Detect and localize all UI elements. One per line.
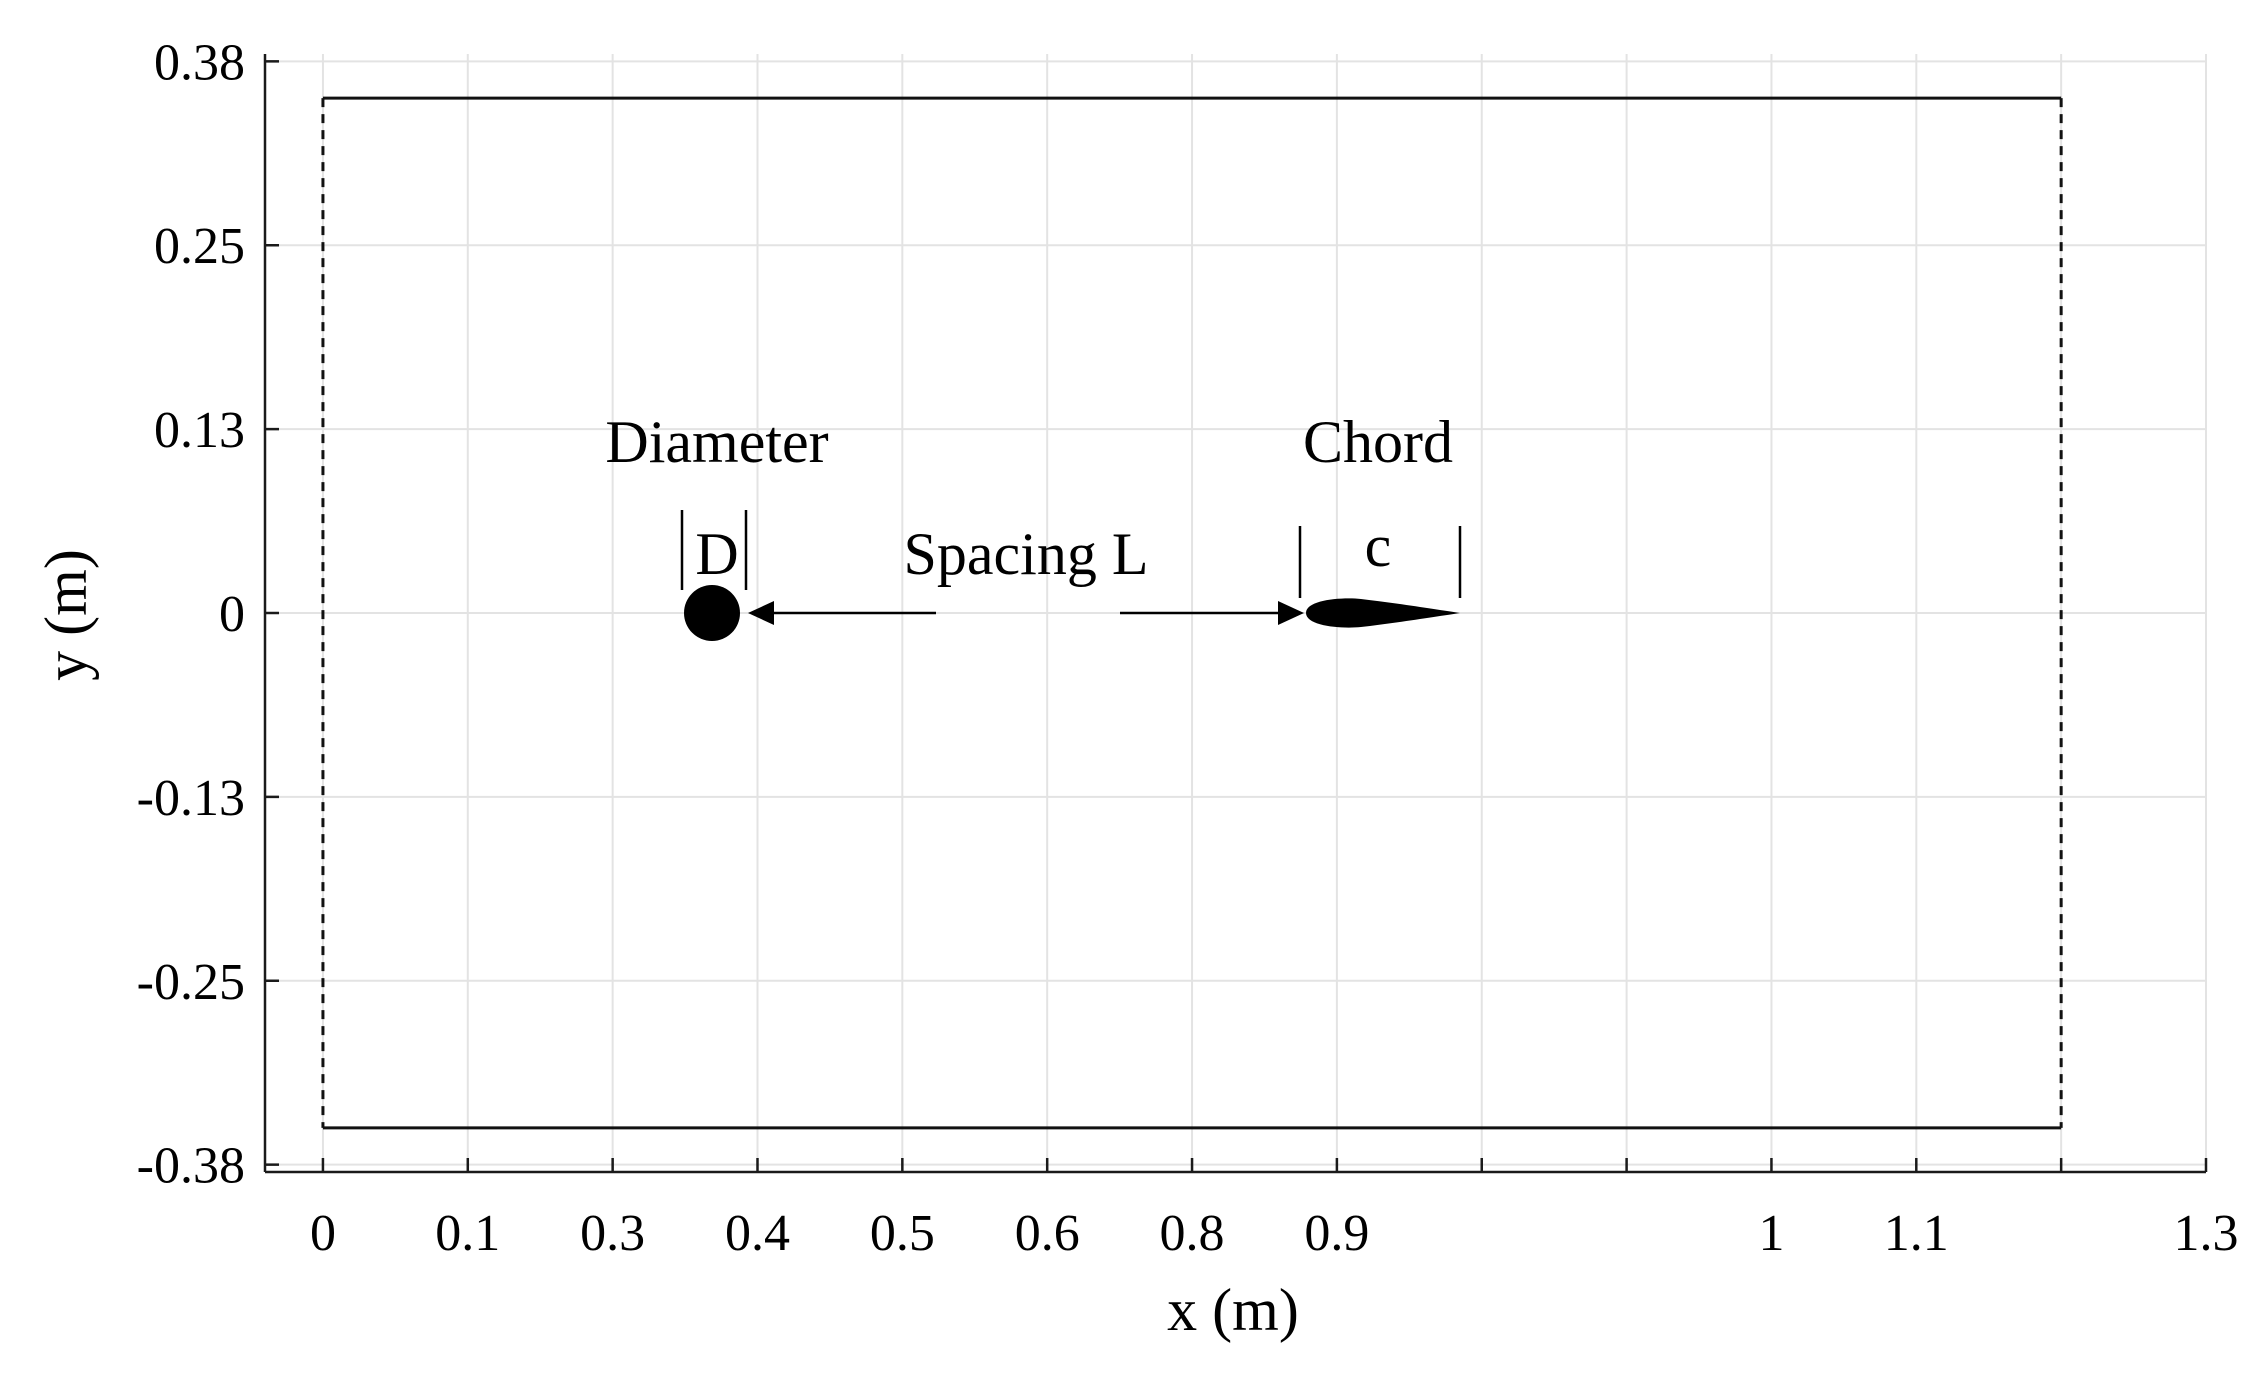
y-tick-label: 0.25: [154, 218, 245, 275]
y-tick-label: -0.13: [137, 770, 245, 827]
x-tick-label: 0.1: [435, 1205, 500, 1262]
tick-marks: [265, 60, 2208, 1172]
y-tick-label: 0: [219, 586, 245, 643]
x-tick-label: 0.6: [1015, 1205, 1080, 1262]
spacing-arrow-left-head: [748, 601, 774, 625]
diameter-label: Diameter: [605, 409, 828, 475]
x-tick-label: 0.4: [725, 1205, 790, 1262]
chord-label: Chord: [1303, 409, 1453, 475]
y-tick-label: 0.13: [154, 402, 245, 459]
airfoil: [1306, 598, 1460, 628]
y-axis-label: y (m): [33, 549, 99, 681]
tick-labels: 0 0.1 0.3 0.4 0.5 0.6 0.8 0.9 1 1.1 1.3 0.38 0.25 0.1…: [137, 34, 2239, 1262]
x-tick-label: 1: [1758, 1205, 1784, 1262]
c-label: c: [1365, 513, 1392, 579]
bodies: [680, 510, 1462, 641]
x-tick-label: 0: [310, 1205, 336, 1262]
x-tick-label: 0.3: [580, 1205, 645, 1262]
y-tick-label: -0.25: [137, 954, 245, 1011]
y-tick-label: 0.38: [154, 34, 245, 91]
spacing-arrow-right-head: [1278, 601, 1304, 625]
spacing-label: Spacing L: [904, 521, 1149, 587]
x-axis-label: x (m): [1167, 1277, 1299, 1343]
annotations: Diameter D Spacing L Chord c: [605, 409, 1453, 587]
x-tick-label: 1.1: [1884, 1205, 1949, 1262]
x-tick-label: 0.5: [870, 1205, 935, 1262]
computational-domain: [321, 96, 2063, 1130]
x-tick-label: 0.8: [1160, 1205, 1225, 1262]
y-tick-label: -0.38: [137, 1138, 245, 1195]
x-tick-label: 1.3: [2174, 1205, 2239, 1262]
cylinder: [684, 585, 740, 641]
x-tick-label: 0.9: [1304, 1205, 1369, 1262]
d-label: D: [695, 521, 738, 587]
